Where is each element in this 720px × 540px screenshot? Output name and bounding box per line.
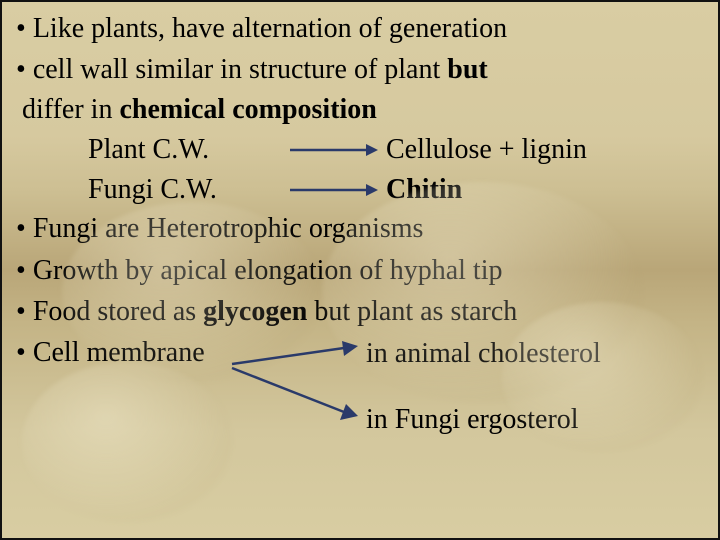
- membrane-values: in animal cholesterol in Fungi ergostero…: [366, 338, 601, 436]
- text: Food stored as: [33, 296, 203, 327]
- bullet-heterotrophic: Fungi are Heterotrophic organisms: [16, 214, 704, 243]
- arrow-icon: [288, 137, 380, 163]
- text: cell wall similar in structure of plant: [33, 54, 447, 85]
- branching-arrows-icon: [226, 338, 366, 428]
- text: Like plants, have alternation of generat…: [33, 13, 507, 44]
- slide-container: Like plants, have alternation of generat…: [0, 0, 720, 540]
- bullet-growth: Growth by apical elongation of hyphal ti…: [16, 256, 704, 285]
- text: Growth by apical elongation of hyphal ti…: [33, 255, 503, 286]
- row-plant-cw: Plant C.W. Cellulose + lignin: [88, 134, 704, 166]
- bullet-cellwall-1: cell wall similar in structure of plant …: [16, 55, 704, 84]
- text-bold: chemical composition: [119, 94, 376, 125]
- bullet-alternation: Like plants, have alternation of generat…: [16, 14, 704, 43]
- text: but plant as starch: [307, 296, 517, 327]
- text: Fungi are Heterotrophic organisms: [33, 213, 424, 244]
- text-bold: but: [447, 54, 487, 85]
- value-membrane-fungi: in Fungi ergosterol: [366, 404, 601, 436]
- arrow-icon: [288, 177, 380, 203]
- text-bold: glycogen: [203, 296, 307, 327]
- text: Cell membrane: [33, 337, 205, 368]
- bullet-cellwall-2: differ in chemical composition: [22, 95, 704, 124]
- label-fungi-cw: Fungi C.W.: [88, 174, 288, 206]
- row-fungi-cw: Fungi C.W. Chitin: [88, 174, 704, 206]
- value-fungi-cw: Chitin: [386, 174, 704, 206]
- bullet-food: Food stored as glycogen but plant as sta…: [16, 297, 704, 326]
- label-plant-cw: Plant C.W.: [88, 134, 288, 166]
- label-membrane: Cell membrane: [16, 338, 226, 367]
- text: differ in: [22, 94, 119, 125]
- value-membrane-animal: in animal cholesterol: [366, 338, 601, 370]
- row-membrane: Cell membrane in animal cholesterol in F…: [16, 338, 704, 436]
- value-plant-cw: Cellulose + lignin: [386, 134, 704, 166]
